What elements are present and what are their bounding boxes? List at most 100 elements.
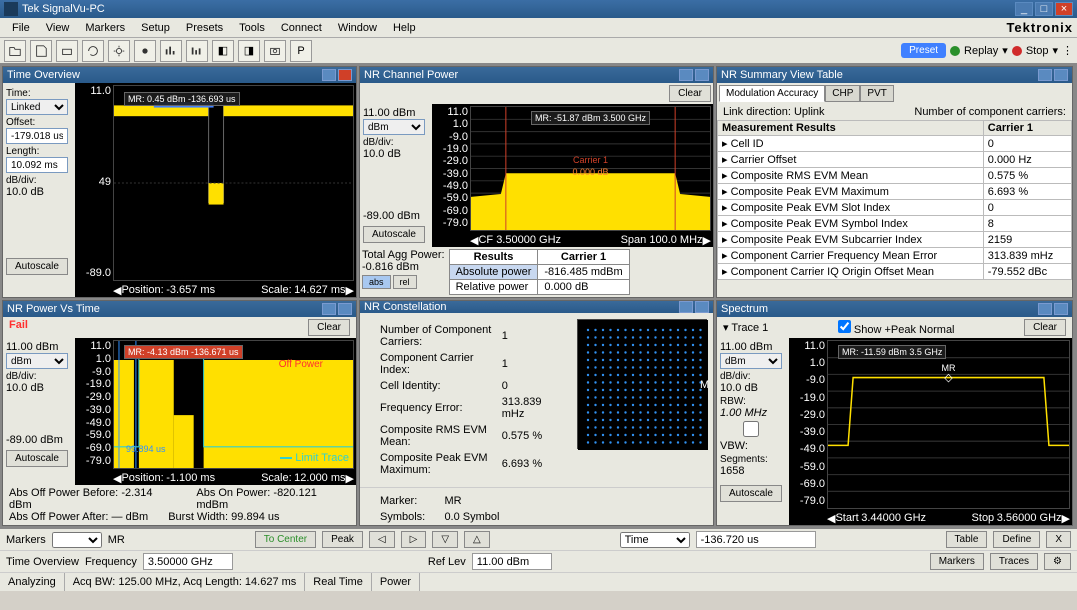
workspace: Time Overview Time: Linked Offset: Lengt… <box>0 64 1077 528</box>
offset-input[interactable] <box>6 128 68 144</box>
panel-max-icon[interactable] <box>1038 69 1052 81</box>
more-icon[interactable]: ⋮ <box>1062 44 1073 57</box>
panel-close-icon[interactable] <box>338 69 352 81</box>
panel-title: NR Constellation <box>364 301 447 313</box>
open-icon[interactable] <box>4 40 26 62</box>
tool2-icon[interactable]: ◨ <box>238 40 260 62</box>
start-value: 3.44000 GHz <box>861 512 926 524</box>
panel-summary: NR Summary View Table Modulation Accurac… <box>716 66 1073 298</box>
unit-select[interactable]: dBm <box>720 353 782 369</box>
tool-icon[interactable]: ◧ <box>212 40 234 62</box>
panel-max-icon[interactable] <box>322 303 336 315</box>
table-cell: ▸ Component Carrier Frequency Mean Error <box>718 248 984 264</box>
vbw-checkbox[interactable] <box>720 421 782 437</box>
save-icon[interactable] <box>30 40 52 62</box>
define-button[interactable]: Define <box>993 531 1040 548</box>
panel-close-icon[interactable] <box>338 303 352 315</box>
refresh-icon[interactable] <box>82 40 104 62</box>
preset-button[interactable]: Preset <box>901 43 946 58</box>
tab-mod-accuracy[interactable]: Modulation Accuracy <box>719 85 825 102</box>
autoscale-button[interactable]: Autoscale <box>6 258 68 275</box>
autoscale-button[interactable]: Autoscale <box>363 226 425 243</box>
minimize-button[interactable]: _ <box>1015 2 1033 16</box>
panel-close-icon[interactable] <box>695 69 709 81</box>
table-button[interactable]: Table <box>946 531 988 548</box>
panel-title: Time Overview <box>7 69 80 81</box>
autoscale-button[interactable]: Autoscale <box>6 450 68 467</box>
menu-view[interactable]: View <box>38 20 78 36</box>
pvt-plot[interactable]: 11.01.0-9.0-19.0-29.0-39.0-49.0-59.0-69.… <box>75 338 356 485</box>
menu-connect[interactable]: Connect <box>273 20 330 36</box>
panel-close-icon[interactable] <box>1054 69 1068 81</box>
traces-button[interactable]: Traces <box>990 553 1038 570</box>
gear-button[interactable]: ⚙ <box>1044 553 1071 570</box>
sun-icon[interactable] <box>134 40 156 62</box>
menu-presets[interactable]: Presets <box>178 20 231 36</box>
frequency-label: Frequency <box>85 556 137 568</box>
unit-select[interactable]: dBm <box>6 353 68 369</box>
next-peak-button[interactable]: ▷ <box>401 531 427 548</box>
chpower-plot[interactable]: 11.01.0-9.0-19.0-29.0-39.0-49.0-59.0-69.… <box>432 104 713 247</box>
menu-markers[interactable]: Markers <box>77 20 133 36</box>
stop-dropdown-icon[interactable]: ▾ <box>1052 44 1058 57</box>
maximize-button[interactable]: □ <box>1035 2 1053 16</box>
unit-select[interactable]: dBm <box>363 119 425 135</box>
spectrum-plot[interactable]: 11.01.0-9.0-19.0-29.0-39.0-49.0-59.0-69.… <box>789 338 1072 525</box>
panel-close-icon[interactable] <box>695 301 709 313</box>
menu-help[interactable]: Help <box>385 20 424 36</box>
peak-up-button[interactable]: △ <box>464 531 490 548</box>
time-select[interactable]: Time <box>620 532 690 548</box>
chart-icon[interactable] <box>160 40 182 62</box>
replay-label[interactable]: Replay <box>964 45 998 57</box>
clear-button[interactable]: Clear <box>308 319 350 336</box>
gear-icon[interactable] <box>108 40 130 62</box>
panel-max-icon[interactable] <box>1038 303 1052 315</box>
rel-button[interactable]: rel <box>393 275 417 289</box>
clear-button[interactable]: Clear <box>669 85 711 102</box>
menu-setup[interactable]: Setup <box>133 20 178 36</box>
frequency-input[interactable] <box>143 553 233 570</box>
stop-label[interactable]: Stop <box>1026 45 1049 57</box>
chart2-icon[interactable] <box>186 40 208 62</box>
pos-value: -3.657 ms <box>166 284 215 296</box>
markers-button[interactable]: Markers <box>930 553 984 570</box>
dbdiv-value: 10.0 dB <box>6 382 44 394</box>
peak-button[interactable]: Peak <box>322 531 363 548</box>
table-cell: ▸ Composite Peak EVM Symbol Index <box>718 216 984 232</box>
panel-max-icon[interactable] <box>679 301 693 313</box>
panel-maximize-icon[interactable] <box>322 69 336 81</box>
autoscale-button[interactable]: Autoscale <box>720 485 782 502</box>
reflev-input[interactable] <box>472 553 552 570</box>
dbdiv-value: 10.0 dB <box>363 148 401 160</box>
peak-down-button[interactable]: ▽ <box>432 531 458 548</box>
menu-window[interactable]: Window <box>330 20 385 36</box>
camera-icon[interactable] <box>264 40 286 62</box>
markers-select[interactable] <box>52 532 102 548</box>
panel-close-icon[interactable] <box>1054 303 1068 315</box>
panel-max-icon[interactable] <box>679 69 693 81</box>
close-markers-button[interactable]: X <box>1046 531 1071 548</box>
clear-button[interactable]: Clear <box>1024 319 1066 336</box>
tab-chp[interactable]: CHP <box>825 85 860 102</box>
tab-pvt[interactable]: PVT <box>860 85 893 102</box>
menu-file[interactable]: File <box>4 20 38 36</box>
length-input[interactable] <box>6 157 68 173</box>
time-overview-plot[interactable]: 11.049-89.0 MR: 0.45 dBm -136.693 us ◀ <box>75 83 356 297</box>
time-select[interactable]: Linked <box>6 99 68 115</box>
trace-label[interactable]: Trace 1 <box>731 322 768 334</box>
span-arrow-icon: ▶ <box>703 234 711 247</box>
print-icon[interactable] <box>56 40 78 62</box>
menu-tools[interactable]: Tools <box>231 20 273 36</box>
to-center-button[interactable]: To Center <box>255 531 316 548</box>
abs-button[interactable]: abs <box>362 275 391 289</box>
time-input[interactable] <box>696 531 816 548</box>
constellation-plot[interactable]: MR <box>577 319 707 449</box>
replay-dropdown-icon[interactable]: ▾ <box>1002 44 1008 57</box>
dbdiv-label: dB/div: <box>6 175 72 186</box>
p-icon[interactable]: P <box>290 40 312 62</box>
status-realtime: Real Time <box>305 573 372 591</box>
prev-peak-button[interactable]: ◁ <box>369 531 395 548</box>
close-button[interactable]: × <box>1055 2 1073 16</box>
show-checkbox[interactable] <box>838 320 851 333</box>
tap-label: Total Agg Power: <box>362 249 445 261</box>
